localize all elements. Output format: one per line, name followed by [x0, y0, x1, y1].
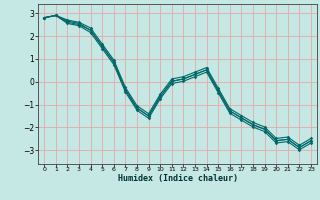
X-axis label: Humidex (Indice chaleur): Humidex (Indice chaleur): [118, 174, 238, 183]
